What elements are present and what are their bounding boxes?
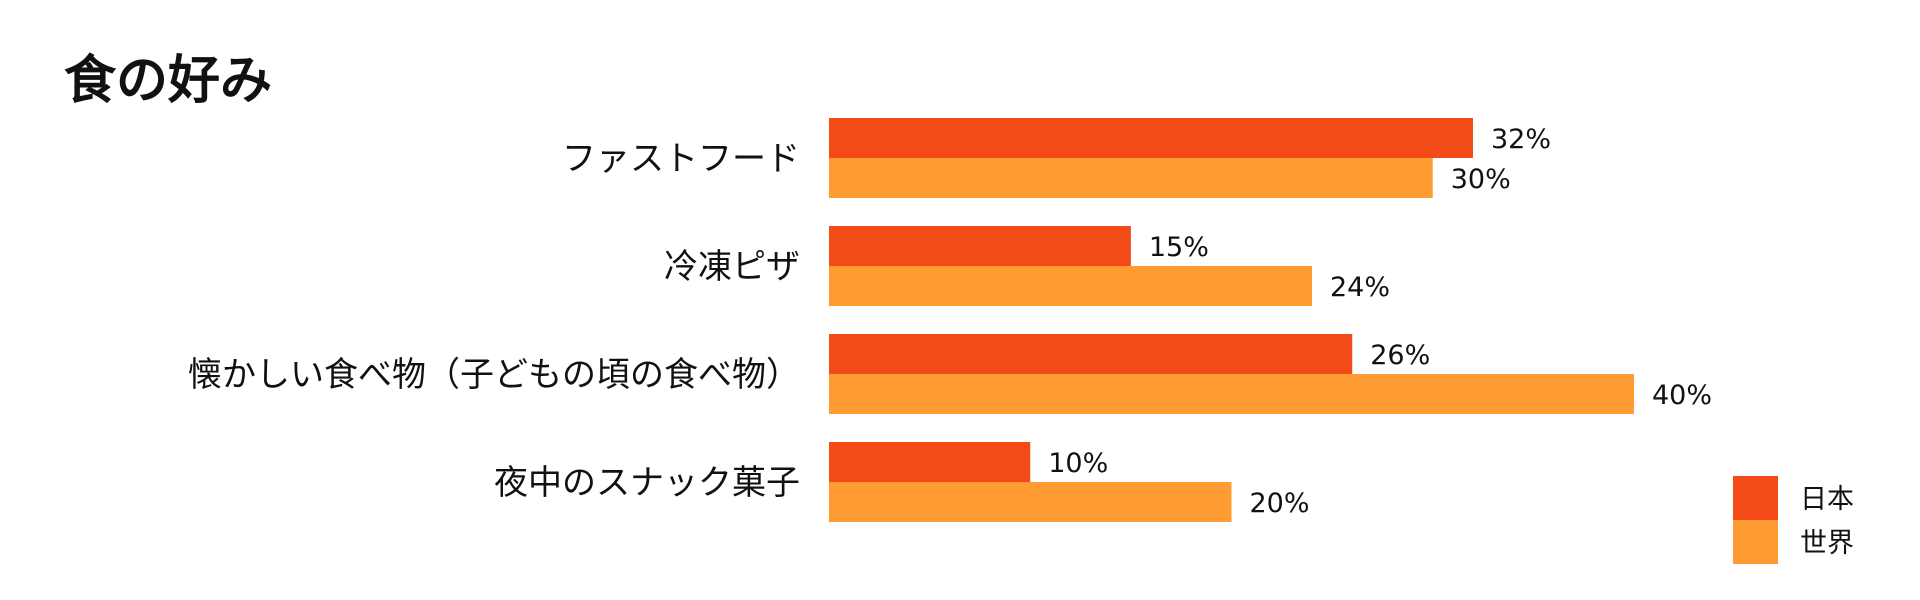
data-label: 20% [1250,488,1310,519]
category-label: 懐かしい食べ物（子どもの頃の食べ物） [188,355,800,395]
data-label: 24% [1330,272,1390,303]
bars [829,118,1634,522]
legend-swatch [1733,520,1778,564]
category-label: 冷凍ピザ [664,247,800,287]
category-label: ファストフード [562,139,800,179]
bar-world [829,266,1312,306]
category-label: 夜中のスナック菓子 [494,463,800,503]
data-label: 26% [1370,340,1430,371]
legend-label: 日本 [1800,484,1854,515]
legend-swatch [1733,476,1778,520]
bar-japan [829,226,1131,266]
data-label: 32% [1491,124,1551,155]
bar-japan [829,442,1031,482]
bar-japan [829,334,1353,374]
bar-japan [829,118,1473,158]
bar-world [829,482,1232,522]
data-label: 15% [1149,232,1209,263]
legend-label: 世界 [1800,528,1854,559]
value-labels: 32% 30% 15% 24% 26% 40% 10% 20% [1048,124,1712,519]
data-label: 10% [1048,448,1108,479]
data-label: 40% [1652,380,1712,411]
bar-world [829,158,1433,198]
chart-title: 食の好み [64,51,273,111]
bar-world [829,374,1634,414]
data-label: 30% [1451,164,1511,195]
